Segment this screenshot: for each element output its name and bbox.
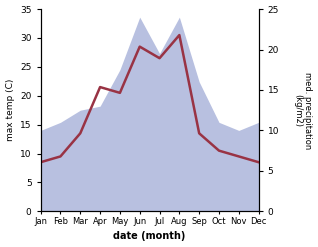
Y-axis label: max temp (C): max temp (C)	[5, 79, 15, 141]
X-axis label: date (month): date (month)	[114, 231, 186, 242]
Y-axis label: med. precipitation
(kg/m2): med. precipitation (kg/m2)	[293, 72, 313, 149]
